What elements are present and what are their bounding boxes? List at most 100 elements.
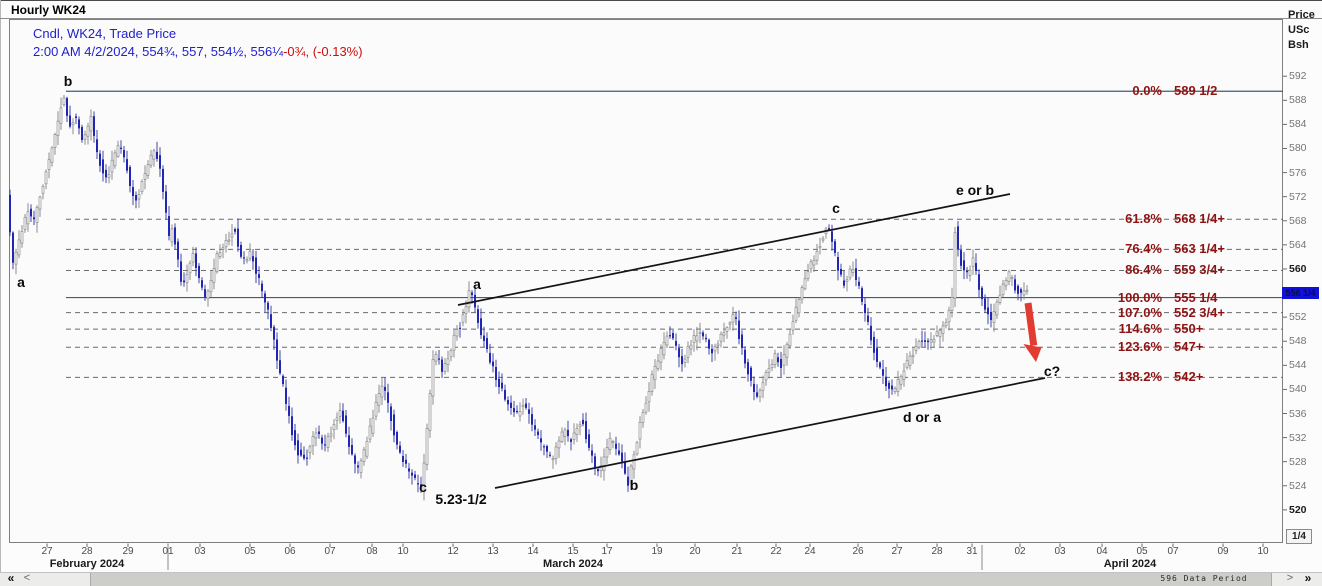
price-tick-label: 584 xyxy=(1289,118,1307,131)
wave-label: d or a xyxy=(902,409,942,425)
price-tick-label: 552 xyxy=(1289,311,1307,324)
wave-label: c xyxy=(419,479,427,495)
date-tick-label: 10 xyxy=(1257,546,1269,557)
price-tick-label: 572 xyxy=(1289,190,1307,203)
price-tick-label: 548 xyxy=(1289,335,1307,348)
date-tick-label: 09 xyxy=(1217,546,1229,557)
candlestick-series xyxy=(9,95,1029,501)
date-tick-label: 05 xyxy=(244,546,256,557)
fib-level-label: 100.0% 555 1/4 xyxy=(1106,290,1256,305)
fib-level-label: 61.8% 568 1/4+ xyxy=(1106,211,1256,226)
month-label: February 2024 xyxy=(49,558,125,570)
date-tick-label: 24 xyxy=(804,546,816,557)
price-tick-label: 588 xyxy=(1289,94,1307,107)
fib-percent: 138.2% xyxy=(1117,369,1162,385)
date-tick-label: 01 xyxy=(162,546,174,557)
fib-price-value: 568 1/4+ xyxy=(1174,211,1225,227)
date-tick-label: 13 xyxy=(487,546,499,557)
fib-level-label: 138.2% 542+ xyxy=(1106,369,1256,384)
scroll-next-button[interactable]: > xyxy=(1286,572,1294,584)
date-tick-label: 15 xyxy=(567,546,579,557)
current-price-marker: 556 1/4 xyxy=(1282,287,1319,299)
date-tick-label: 17 xyxy=(601,546,613,557)
scroll-last-button[interactable]: » xyxy=(1304,571,1312,585)
date-tick-label: 31 xyxy=(966,546,978,557)
window-top-border xyxy=(0,0,1322,1)
date-tick-label: 28 xyxy=(931,546,943,557)
date-tick-label: 03 xyxy=(1054,546,1066,557)
window-left-border xyxy=(0,0,1,585)
wave-label: e or b xyxy=(955,182,995,198)
date-tick-label: 08 xyxy=(366,546,378,557)
date-tick-label: 04 xyxy=(1096,546,1108,557)
chart-legend: Cndl, WK24, Trade Price 2:00 AM 4/2/2024… xyxy=(33,25,363,61)
price-tick-label: 544 xyxy=(1289,359,1307,372)
price-tick-label: 592 xyxy=(1289,70,1307,83)
month-label: April 2024 xyxy=(1103,558,1157,570)
price-tick-label: 540 xyxy=(1289,383,1307,396)
date-tick-label: 21 xyxy=(731,546,743,557)
date-tick-label: 20 xyxy=(689,546,701,557)
date-tick-label: 05 xyxy=(1136,546,1148,557)
date-tick-label: 28 xyxy=(81,546,93,557)
price-tick-label: 528 xyxy=(1289,455,1307,468)
fib-level-label: 0.0% 589 1/2 xyxy=(1106,83,1256,98)
wave-label: b xyxy=(629,477,639,493)
down-arrow-shaft xyxy=(1024,302,1038,346)
date-tick-label: 10 xyxy=(397,546,409,557)
fib-price-value: 559 3/4+ xyxy=(1174,262,1225,278)
date-tick-label: 27 xyxy=(41,546,53,557)
price-tick-label: 564 xyxy=(1289,238,1307,251)
wave-label: c xyxy=(832,200,840,216)
fib-price-value: 550+ xyxy=(1174,321,1204,337)
price-tick-label: 576 xyxy=(1289,166,1307,179)
date-tick-label: 12 xyxy=(447,546,459,557)
wave-label: a xyxy=(473,276,481,292)
wave-label: b xyxy=(63,73,73,89)
data-period-label: 596 Data Period xyxy=(1160,574,1248,583)
tick-unit-box: 1/4 xyxy=(1286,529,1312,544)
wave-label: c? xyxy=(1043,363,1061,379)
wave-label: 5.23-1/2 xyxy=(435,491,487,507)
price-axis-header: Price USc Bsh xyxy=(1288,9,1315,51)
price-tick-label: 580 xyxy=(1289,142,1307,155)
scroll-first-button[interactable]: « xyxy=(7,571,15,585)
scroll-prev-button[interactable]: < xyxy=(23,572,31,584)
title-divider xyxy=(0,18,1322,19)
price-tick-label: 536 xyxy=(1289,407,1307,420)
legend-ohlc-values: 2:00 AM 4/2/2024, 554¾, 557, 554½, 556¼ xyxy=(33,44,284,59)
price-tick-label: 560 xyxy=(1289,262,1307,275)
legend-net-change: -0¾, (-0.13%) xyxy=(283,44,363,59)
fib-price-value: 589 1/2 xyxy=(1174,83,1218,99)
down-arrow-head xyxy=(1023,344,1042,362)
price-tick-label: 520 xyxy=(1289,503,1307,516)
fib-percent: 114.6% xyxy=(1118,321,1162,337)
fib-percent: 107.0% xyxy=(1117,304,1162,320)
fib-level-label: 76.4% 563 1/4+ xyxy=(1106,241,1256,256)
date-tick-label: 02 xyxy=(1014,546,1026,557)
fib-percent: 61.8% xyxy=(1125,211,1162,227)
fib-price-value: 542+ xyxy=(1174,369,1204,385)
chart-frame xyxy=(9,19,1283,543)
legend-series-line: Cndl, WK24, Trade Price xyxy=(33,26,177,41)
fib-price-value: 555 1/4 xyxy=(1174,289,1218,305)
fib-level-label: 123.6% 547+ xyxy=(1106,339,1256,354)
fib-level-label: 114.6% 550+ xyxy=(1106,321,1256,336)
date-tick-label: 06 xyxy=(284,546,296,557)
date-tick-label: 03 xyxy=(194,546,206,557)
fib-percent: 86.4% xyxy=(1125,262,1162,278)
data-scrollbar[interactable]: « < 596 Data Period > » xyxy=(0,572,1322,586)
chart-plot-area[interactable] xyxy=(9,19,1283,543)
fib-price-value: 563 1/4+ xyxy=(1174,241,1225,257)
price-tick-label: 524 xyxy=(1289,479,1307,492)
date-tick-label: 22 xyxy=(770,546,782,557)
scrollbar-thumb[interactable] xyxy=(90,573,1272,586)
fib-percent: 76.4% xyxy=(1125,241,1162,257)
trendline xyxy=(494,377,1046,489)
fib-percent: 100.0% xyxy=(1117,289,1162,305)
date-tick-label: 14 xyxy=(527,546,539,557)
date-tick-label: 07 xyxy=(324,546,336,557)
fib-level-label: 86.4% 559 3/4+ xyxy=(1106,262,1256,277)
fib-level-label: 107.0% 552 3/4+ xyxy=(1106,305,1256,320)
